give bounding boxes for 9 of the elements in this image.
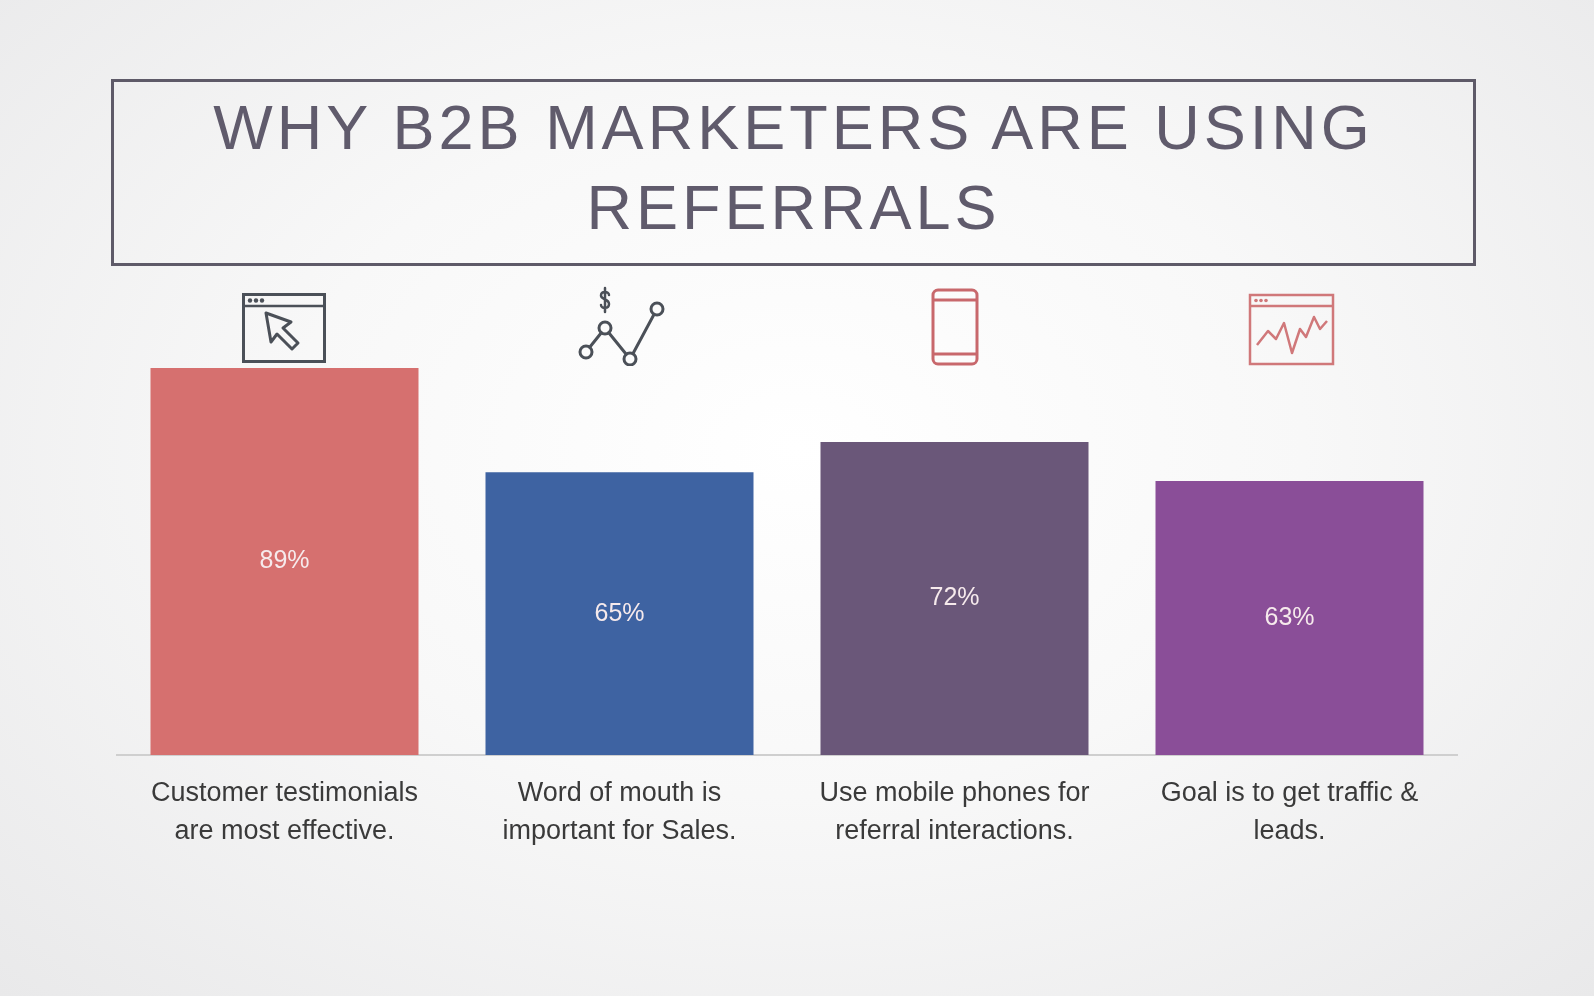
x-tick-label: Use mobile phones for referral interactions. bbox=[819, 777, 1090, 846]
data-label: 63% bbox=[1264, 601, 1315, 630]
x-tick-label: Word of mouth is important for Sales. bbox=[502, 777, 737, 846]
x-tick-label: Goal is to get traffic & leads. bbox=[1160, 777, 1419, 846]
x-tick-label: Customer testimonials are most effective. bbox=[150, 777, 419, 846]
data-label: 65% bbox=[594, 597, 645, 626]
chart-title: WHY B2B MARKETERS ARE USING REFERRALS bbox=[212, 91, 1375, 244]
data-label: 89% bbox=[259, 545, 310, 574]
data-label: 72% bbox=[929, 582, 980, 611]
